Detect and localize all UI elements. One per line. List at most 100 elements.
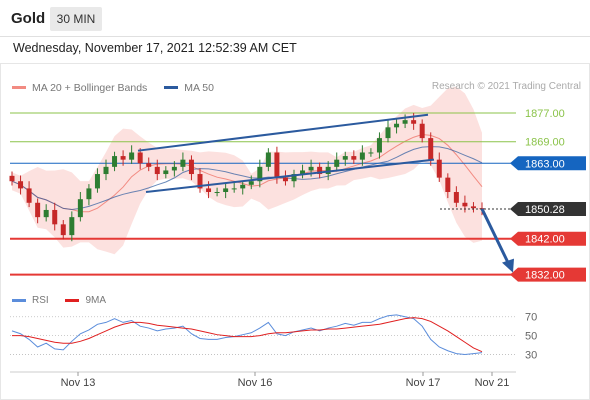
channel-lower-line: [145, 158, 435, 193]
candle-body: [291, 174, 297, 182]
x-tick-label: Nov 17: [406, 377, 441, 389]
rsi-series-9MA: [12, 317, 483, 353]
symbol-title: Gold: [11, 10, 46, 27]
candle-body: [351, 156, 357, 160]
rsi-tick-50: 50: [525, 331, 537, 343]
projection-arrow-head: [502, 258, 514, 273]
legend-ma50-label: MA 50: [184, 81, 214, 94]
candle-body: [445, 177, 451, 192]
rsi-swatch: [12, 299, 26, 302]
candle-body: [325, 166, 331, 175]
chart-header: Gold 30 MIN: [0, 0, 590, 36]
candle-body: [171, 166, 177, 171]
candle-body: [214, 192, 220, 193]
level-label-1842.00: 1842.00: [525, 234, 565, 246]
level-label-1832.00: 1832.00: [525, 270, 565, 282]
candle-body: [376, 138, 382, 153]
candle-body: [240, 184, 246, 189]
bollinger-band: [12, 86, 482, 255]
x-tick-label: Nov 16: [238, 377, 273, 389]
candle-body: [146, 163, 152, 167]
candle-body: [394, 123, 400, 128]
projection-arrow-shaft: [480, 208, 511, 266]
legend-ma50: MA 50: [164, 82, 214, 94]
candle-body: [103, 166, 109, 175]
candle-body: [231, 188, 237, 190]
legend-rsi-label: RSI: [32, 295, 49, 306]
candle-body: [188, 159, 194, 175]
candle-body: [86, 188, 92, 200]
x-tick-label: Nov 13: [61, 377, 96, 389]
ma50-swatch: [164, 86, 179, 89]
rsi-tick-70: 70: [525, 312, 537, 324]
rsi-legend: RSI 9MA: [12, 294, 120, 306]
candle-body: [163, 170, 169, 175]
candle-body: [308, 166, 314, 171]
timeframe-badge[interactable]: 30 MIN: [50, 7, 102, 31]
candle-body: [43, 209, 49, 218]
candle-body: [223, 188, 229, 192]
candle-body: [265, 152, 271, 167]
candle-body: [9, 175, 15, 182]
ma50-line: [11, 146, 483, 211]
level-tag-1842.00: [510, 231, 586, 246]
legend-bollinger-label: MA 20 + Bollinger Bands: [32, 81, 148, 94]
candle-body: [197, 174, 203, 189]
candle-body: [359, 152, 365, 160]
legend-rsi: RSI: [12, 295, 49, 306]
level-tag-1832.00: [510, 267, 586, 282]
candle-body: [69, 217, 75, 236]
candle-body: [462, 202, 468, 207]
candle-body: [470, 206, 476, 209]
candle-body: [419, 123, 425, 139]
rsi-series-RSI: [11, 314, 483, 356]
ma9-swatch: [65, 299, 80, 302]
legend-9ma-label: 9MA: [85, 295, 107, 306]
copyright-notice: Research © 2021 Trading Central: [431, 81, 581, 92]
timestamp: Wednesday, November 17, 2021 12:52:39 AM…: [13, 41, 297, 55]
candle-body: [282, 177, 288, 182]
candle-body: [342, 156, 348, 160]
candle-body: [274, 152, 280, 178]
candle-body: [52, 209, 58, 225]
candle-body: [94, 174, 100, 189]
level-tag-1863.00: [510, 156, 586, 171]
level-label-1877.00: 1877.00: [525, 108, 565, 120]
channel-upper-line: [137, 113, 429, 152]
rsi-tick-30: 30: [525, 350, 537, 362]
candle-body: [137, 152, 143, 164]
candle-body: [317, 166, 323, 175]
candle-body: [411, 120, 417, 124]
candle-body: [18, 181, 24, 189]
candle-body: [248, 181, 254, 185]
candle-body: [334, 159, 340, 167]
bollinger-swatch: [12, 86, 26, 89]
candle-body: [154, 166, 160, 175]
x-tick-label: Nov 21: [475, 377, 510, 389]
level-tag-1850.28: [510, 201, 586, 216]
candle-body: [77, 199, 83, 218]
candle-body: [428, 138, 434, 160]
candle-body: [257, 166, 263, 182]
level-label-1869.00: 1869.00: [525, 137, 565, 149]
legend-bollinger: MA 20 + Bollinger Bands: [12, 82, 147, 94]
candle-body: [402, 120, 408, 124]
candle-body: [180, 159, 186, 167]
candle-body: [453, 192, 459, 203]
candle-body: [436, 159, 442, 178]
candle-body: [60, 224, 66, 236]
candle-body: [35, 202, 41, 218]
level-label-1850.28: 1850.28: [525, 204, 565, 216]
price-legend: MA 20 + Bollinger Bands MA 50: [12, 80, 228, 94]
candle-body: [26, 188, 32, 203]
candle-body: [300, 170, 306, 175]
candle-body: [368, 152, 374, 154]
candle-body: [206, 188, 212, 192]
candle-body: [385, 127, 391, 139]
candle-body: [129, 152, 135, 160]
candle-body: [120, 156, 126, 160]
legend-9ma: 9MA: [65, 295, 106, 306]
header-divider: [0, 36, 590, 37]
level-label-1863.00: 1863.00: [525, 158, 565, 170]
